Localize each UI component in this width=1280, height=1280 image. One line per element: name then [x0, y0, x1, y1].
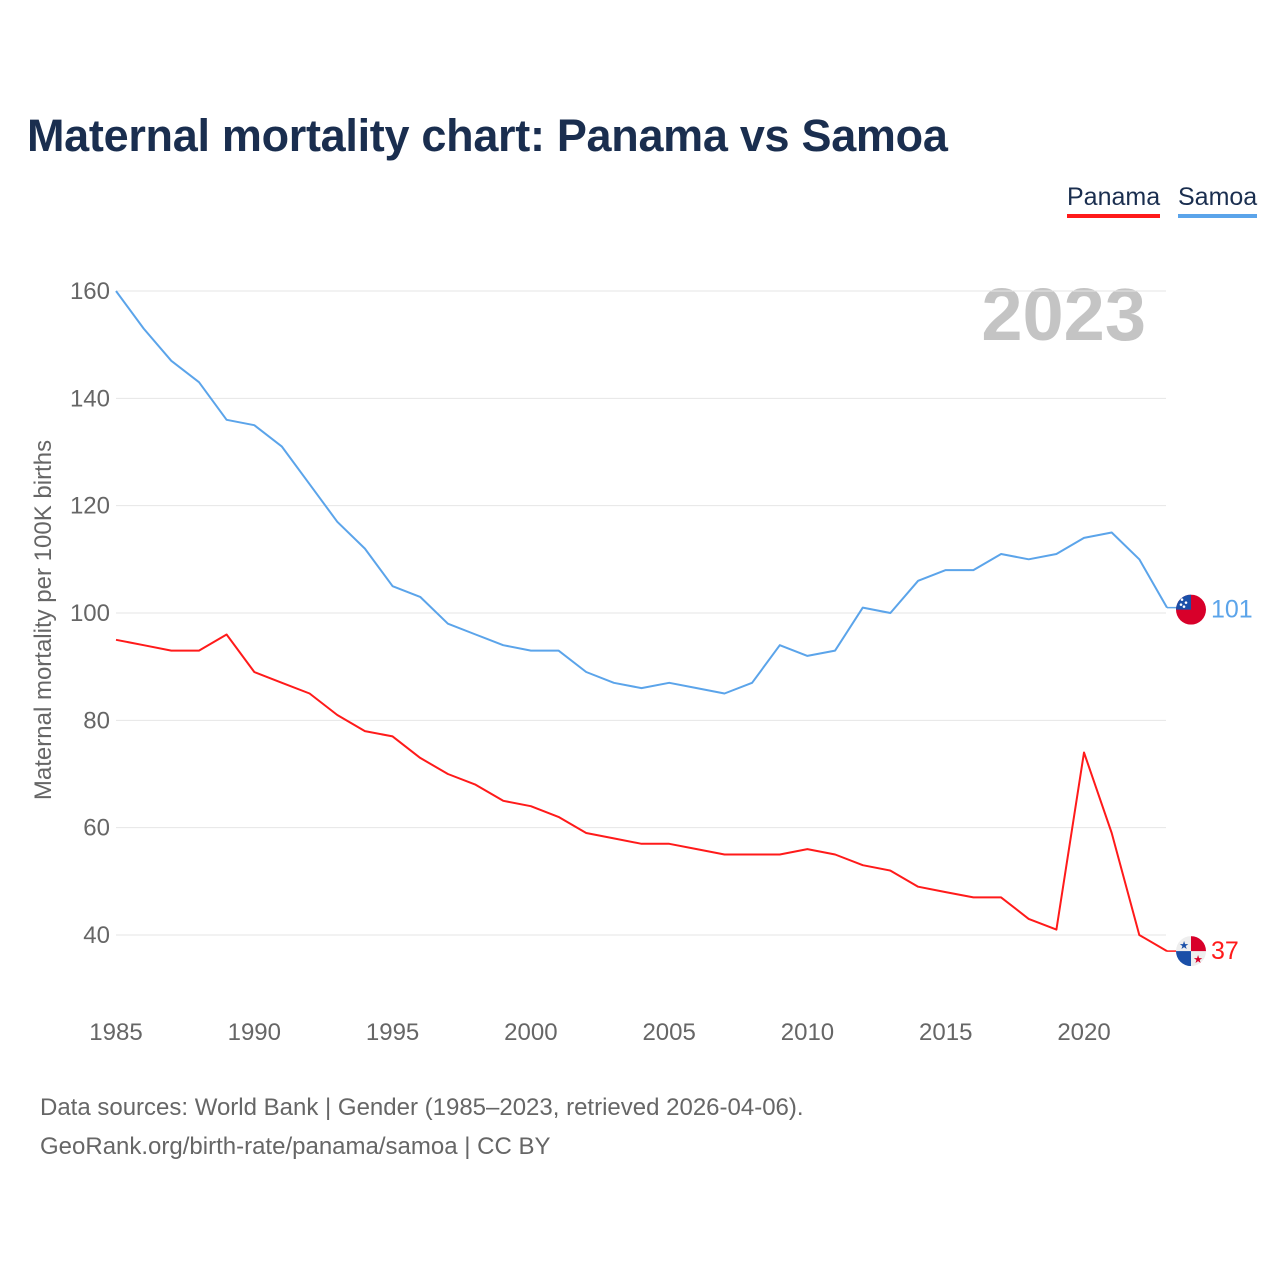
x-tick-label: 2005 — [642, 1019, 695, 1046]
y-tick-label: 160 — [70, 278, 110, 305]
x-tick-label: 2020 — [1057, 1019, 1110, 1046]
end-value-label-panama: 37 — [1211, 937, 1239, 965]
samoa-flag-icon — [1176, 594, 1206, 625]
panama-flag-icon: ★★ — [1176, 936, 1206, 967]
y-axis-label: Maternal mortality per 100K births — [30, 440, 57, 800]
y-tick-label: 80 — [83, 707, 110, 734]
y-tick-label: 120 — [70, 493, 110, 520]
y-tick-label: 140 — [70, 385, 110, 412]
legend-samoa[interactable]: Samoa — [1178, 183, 1258, 218]
series-line-samoa — [115, 290, 1168, 695]
x-tick-label: 2015 — [919, 1019, 972, 1046]
year-label: 2023 — [981, 273, 1146, 356]
x-tick-label: 2000 — [504, 1019, 557, 1046]
svg-text:★: ★ — [1193, 954, 1203, 966]
chart-title: Maternal mortality chart: Panama vs Samo… — [27, 110, 948, 161]
end-value-label-samoa: 101 — [1211, 596, 1253, 624]
y-tick-label: 60 — [83, 815, 110, 842]
y-tick-label: 100 — [70, 600, 110, 627]
x-tick-label: 1990 — [228, 1019, 281, 1046]
legend-panama[interactable]: Panama — [1067, 183, 1161, 218]
source-note: Data sources: World Bank | Gender (1985–… — [40, 1088, 804, 1166]
svg-text:★: ★ — [1179, 940, 1189, 952]
source-line-1: Data sources: World Bank | Gender (1985–… — [40, 1094, 804, 1121]
x-tick-label: 1985 — [89, 1019, 142, 1046]
y-tick-label: 40 — [83, 922, 110, 949]
source-line-2[interactable]: GeoRank.org/birth-rate/panama/samoa | CC… — [40, 1133, 551, 1160]
x-tick-label: 1995 — [366, 1019, 419, 1046]
x-tick-label: 2010 — [781, 1019, 834, 1046]
series-line-panama — [115, 633, 1168, 952]
